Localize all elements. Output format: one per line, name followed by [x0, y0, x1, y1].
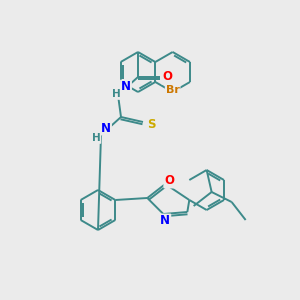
Text: O: O [164, 175, 174, 188]
Text: H: H [92, 133, 100, 143]
Text: Br: Br [166, 85, 180, 95]
Text: N: N [121, 80, 131, 94]
Text: N: N [101, 122, 111, 134]
Text: N: N [160, 214, 170, 227]
Text: S: S [147, 118, 155, 130]
Text: H: H [112, 89, 120, 99]
Text: O: O [162, 70, 172, 83]
